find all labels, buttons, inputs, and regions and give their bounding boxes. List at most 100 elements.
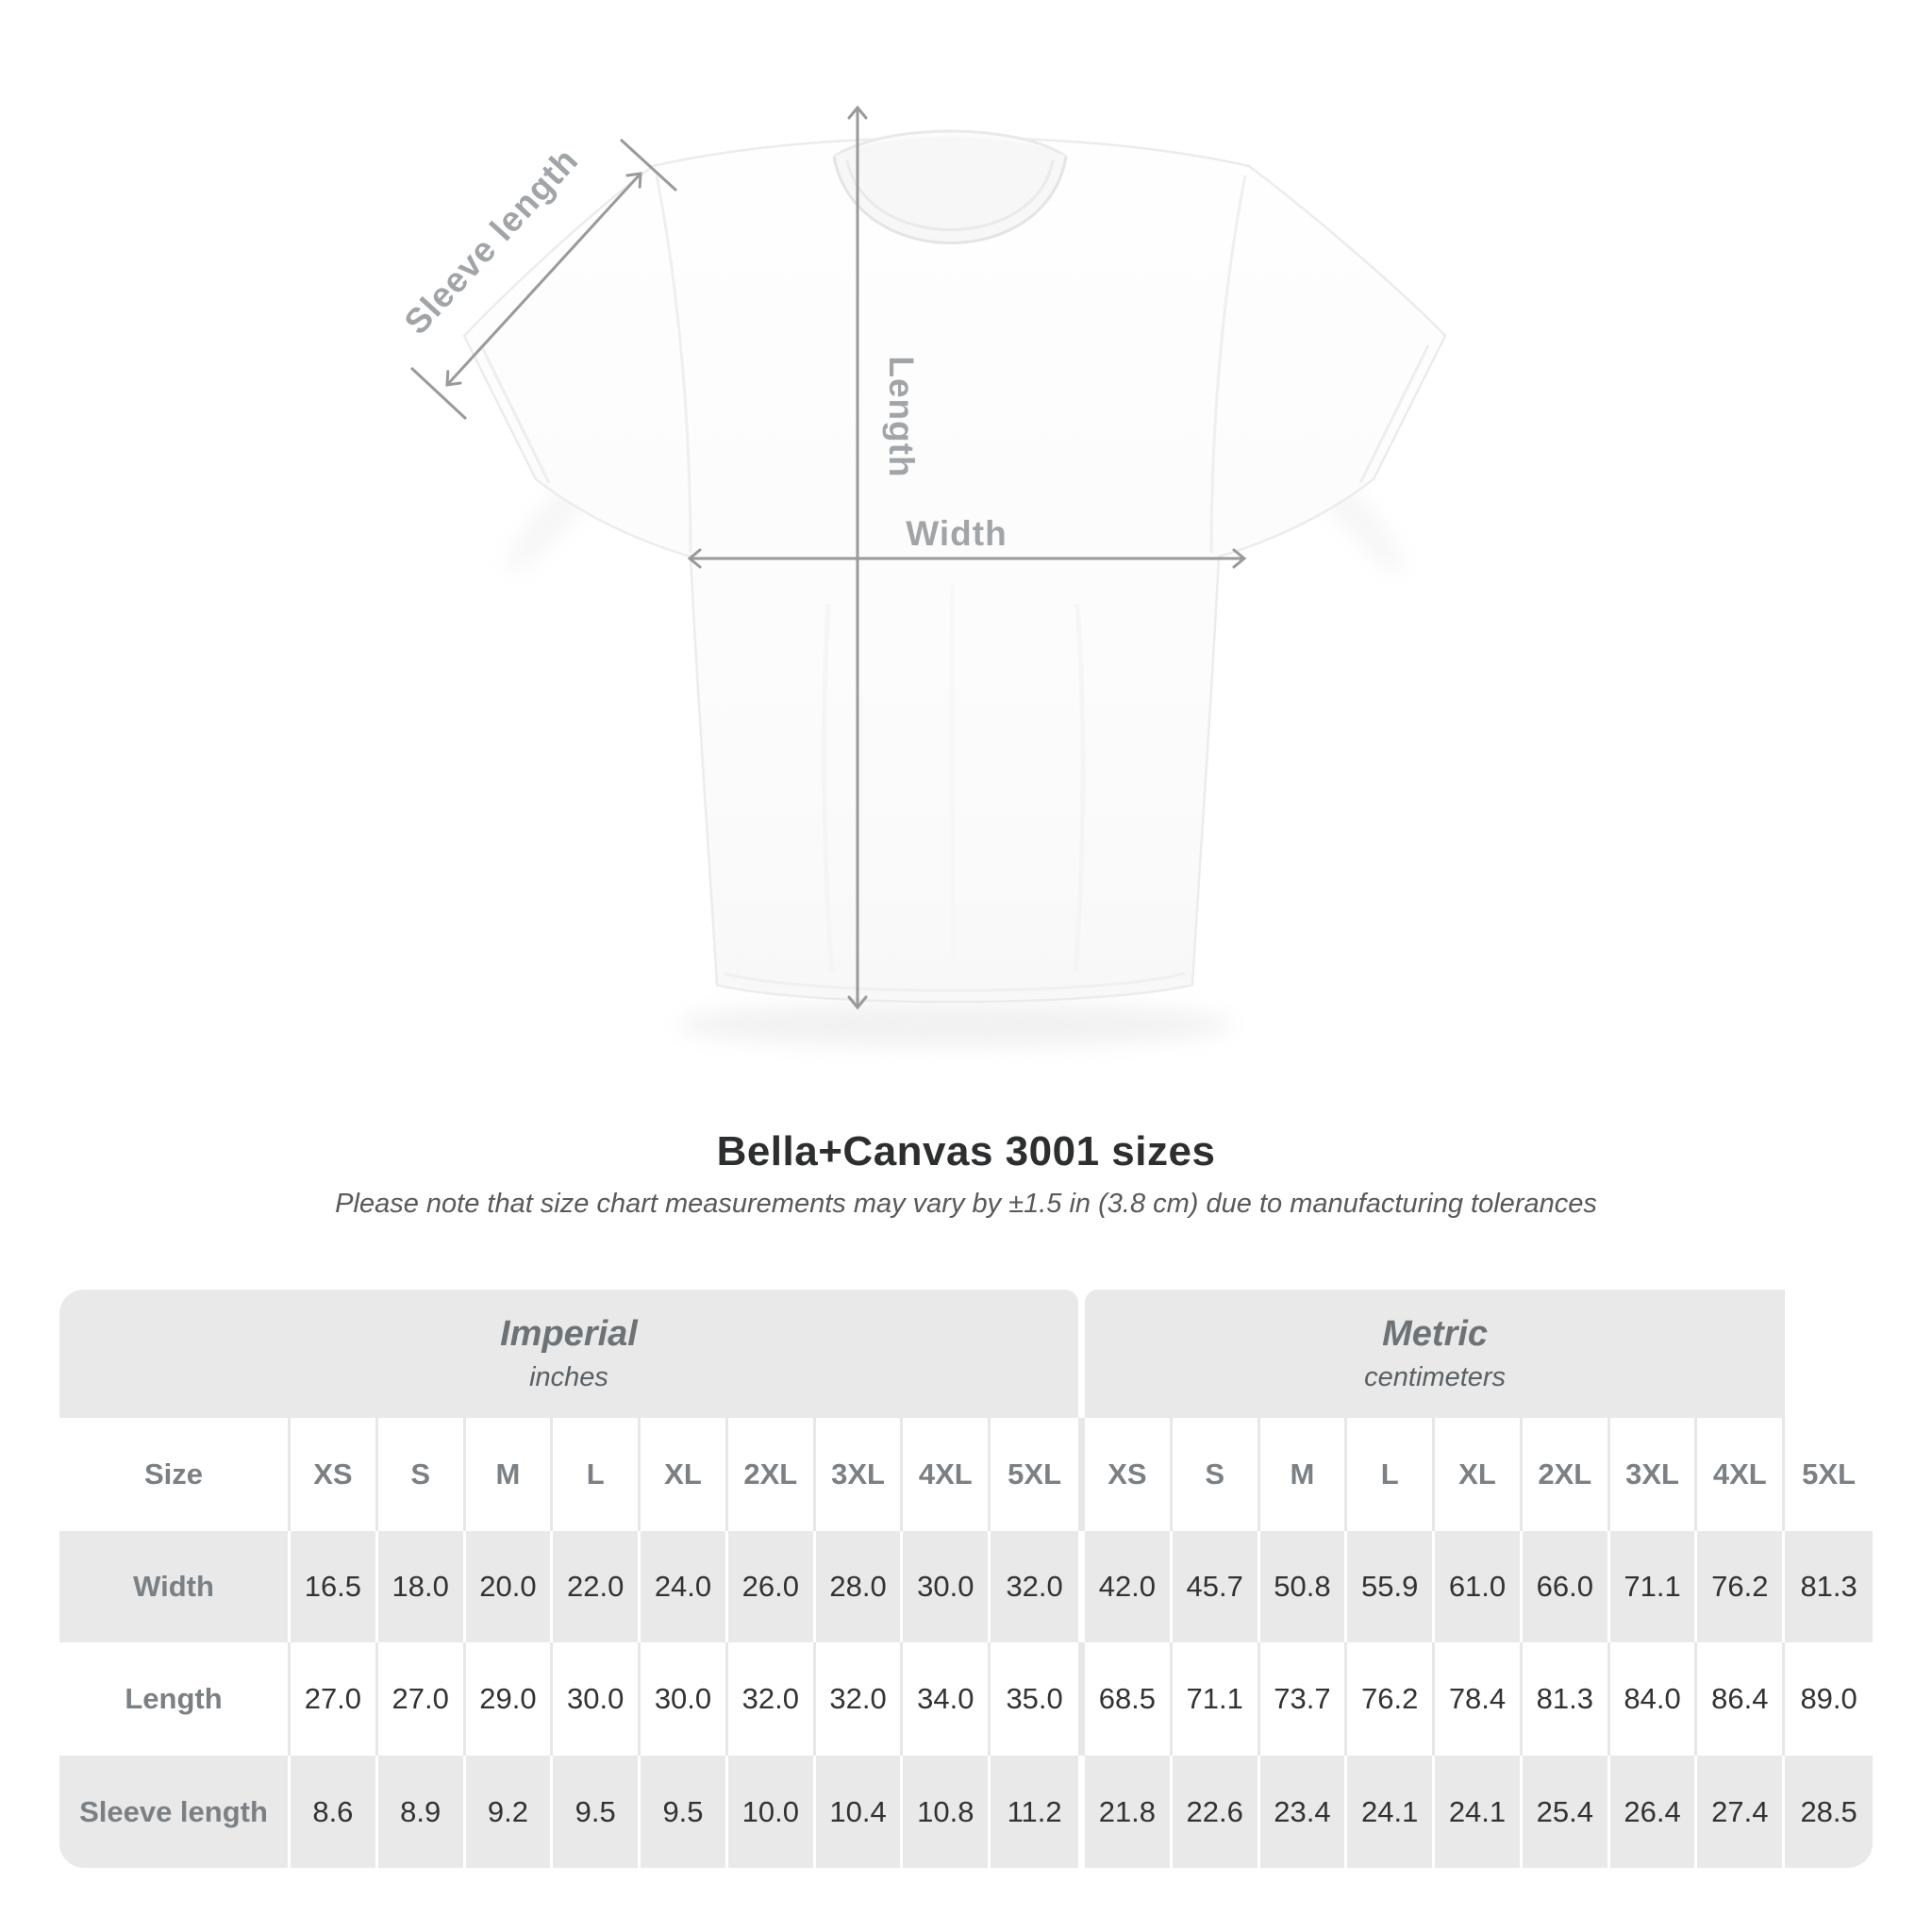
hem-fold [724, 972, 1186, 992]
size-header-cell: XL [641, 1418, 728, 1531]
size-header-cell: 5XL [991, 1418, 1078, 1531]
imperial-title: Imperial [500, 1314, 638, 1354]
sleeve-imperial-cell: 10.4 [815, 1756, 904, 1868]
metric-title: Metric [1382, 1314, 1489, 1354]
size-header-row: Size XS S M L XL 2XL 3XL 4XL 5XL XS S M … [59, 1418, 1873, 1531]
sleeve-imperial-cell: 8.6 [291, 1756, 378, 1868]
size-table: Imperial inches Metric centimeters Size … [59, 1290, 1873, 1868]
length-imperial-cell: 27.0 [377, 1642, 466, 1756]
row-label-sleeve-length: Sleeve length [59, 1756, 291, 1868]
width-label: Width [906, 514, 1007, 553]
tshirt-body [462, 136, 1447, 1004]
size-header-cell: S [377, 1418, 466, 1531]
row-label-width: Width [59, 1531, 291, 1642]
sleeve-metric-cell: 22.6 [1172, 1756, 1260, 1868]
width-imperial-cell: 16.5 [291, 1531, 378, 1642]
width-metric-cell: 55.9 [1347, 1531, 1436, 1642]
page-title: Bella+Canvas 3001 sizes [716, 1128, 1216, 1174]
width-metric-cell: 66.0 [1522, 1531, 1610, 1642]
width-imperial-cell: 28.0 [815, 1531, 904, 1642]
sleeve-imperial-cell: 9.5 [641, 1756, 728, 1868]
row-label-length: Length [59, 1642, 291, 1756]
sleeve-imperial-cell: 10.0 [727, 1756, 816, 1868]
size-header-cell: M [465, 1418, 554, 1531]
width-imperial-cell: 32.0 [991, 1531, 1078, 1642]
size-header-cell: 4XL [903, 1418, 991, 1531]
length-imperial-cell: 30.0 [641, 1642, 728, 1756]
sleeve-length-row: Sleeve length 8.6 8.9 9.2 9.5 9.5 10.0 1… [59, 1756, 1873, 1868]
sleeve-metric-cell: 26.4 [1609, 1756, 1698, 1868]
width-imperial-cell: 20.0 [465, 1531, 554, 1642]
imperial-metric-divider [1078, 1756, 1085, 1868]
sleeve-metric-cell: 23.4 [1259, 1756, 1348, 1868]
width-imperial-cell: 24.0 [641, 1531, 728, 1642]
size-header-cell: 4XL [1697, 1418, 1786, 1531]
page-subtitle: Please note that size chart measurements… [335, 1189, 1597, 1219]
width-metric-cell: 76.2 [1697, 1531, 1786, 1642]
sleeve-metric-cell: 27.4 [1697, 1756, 1786, 1868]
length-metric-cell: 78.4 [1435, 1642, 1523, 1756]
size-header-cell: M [1259, 1418, 1348, 1531]
imperial-metric-divider [1078, 1531, 1085, 1642]
size-header-cell: 2XL [1522, 1418, 1610, 1531]
length-imperial-cell: 30.0 [553, 1642, 641, 1756]
left-sleeve-seam [655, 175, 692, 554]
length-imperial-cell: 32.0 [815, 1642, 904, 1756]
size-header-cell: 3XL [815, 1418, 904, 1531]
length-metric-cell: 86.4 [1697, 1642, 1786, 1756]
length-imperial-cell: 29.0 [465, 1642, 554, 1756]
size-header-cell: XS [291, 1418, 378, 1531]
imperial-metric-divider [1078, 1418, 1085, 1531]
width-metric-cell: 61.0 [1435, 1531, 1523, 1642]
sleeve-length-arrow [445, 172, 642, 387]
length-metric-cell: 84.0 [1609, 1642, 1698, 1756]
heading-block: Bella+Canvas 3001 sizes Please note that… [0, 1128, 1932, 1220]
width-metric-cell: 71.1 [1609, 1531, 1698, 1642]
length-imperial-cell: 34.0 [903, 1642, 991, 1756]
corner-cell: Size [59, 1418, 291, 1531]
length-metric-cell: 68.5 [1085, 1642, 1173, 1756]
sleeve-arrow-endcap-bottom [409, 366, 468, 421]
length-imperial-cell: 27.0 [291, 1642, 378, 1756]
sleeve-arrow-endcap-top [619, 138, 678, 192]
width-imperial-cell: 22.0 [553, 1531, 641, 1642]
sleeve-imperial-cell: 9.5 [553, 1756, 641, 1868]
metric-unit: centimeters [1364, 1362, 1507, 1392]
length-row: Length 27.0 27.0 29.0 30.0 30.0 32.0 32.… [59, 1642, 1873, 1756]
metric-unit-header: Metric centimeters [1085, 1290, 1786, 1418]
body-wrinkle-left [822, 603, 835, 973]
length-metric-cell: 81.3 [1522, 1642, 1610, 1756]
length-metric-cell: 89.0 [1785, 1642, 1873, 1756]
imperial-metric-divider [1078, 1642, 1085, 1756]
size-header-cell: 5XL [1785, 1418, 1873, 1531]
sleeve-metric-cell: 24.1 [1435, 1756, 1523, 1868]
body-wrinkle-right [1073, 603, 1086, 973]
width-metric-cell: 42.0 [1085, 1531, 1173, 1642]
sleeve-metric-cell: 28.5 [1785, 1756, 1873, 1868]
width-metric-cell: 81.3 [1785, 1531, 1873, 1642]
length-imperial-cell: 35.0 [991, 1642, 1078, 1756]
sleeve-imperial-cell: 9.2 [465, 1756, 554, 1868]
sleeve-metric-cell: 21.8 [1085, 1756, 1173, 1868]
width-row: Width 16.5 18.0 20.0 22.0 24.0 26.0 28.0… [59, 1531, 1873, 1642]
size-header-cell: 3XL [1609, 1418, 1698, 1531]
right-cuff-fold [1358, 344, 1430, 484]
tshirt-measurement-diagram: Sleeve length Length Width [397, 105, 1447, 1047]
imperial-unit: inches [529, 1362, 608, 1392]
sleeve-imperial-cell: 11.2 [991, 1756, 1078, 1868]
width-imperial-cell: 26.0 [727, 1531, 816, 1642]
sleeve-imperial-cell: 8.9 [377, 1756, 466, 1868]
size-header-cell: L [553, 1418, 641, 1531]
width-metric-cell: 45.7 [1172, 1531, 1260, 1642]
sleeve-metric-cell: 24.1 [1347, 1756, 1436, 1868]
size-header-cell: XL [1435, 1418, 1523, 1531]
shirt-hem-shadow [676, 1002, 1233, 1047]
width-metric-cell: 50.8 [1259, 1531, 1348, 1642]
size-header-cell: S [1172, 1418, 1260, 1531]
body-wrinkle-center [949, 584, 956, 967]
size-header-cell: L [1347, 1418, 1436, 1531]
sleeve-imperial-cell: 10.8 [903, 1756, 991, 1868]
size-header-cell: XS [1085, 1418, 1173, 1531]
size-header-cell: 2XL [727, 1418, 816, 1531]
